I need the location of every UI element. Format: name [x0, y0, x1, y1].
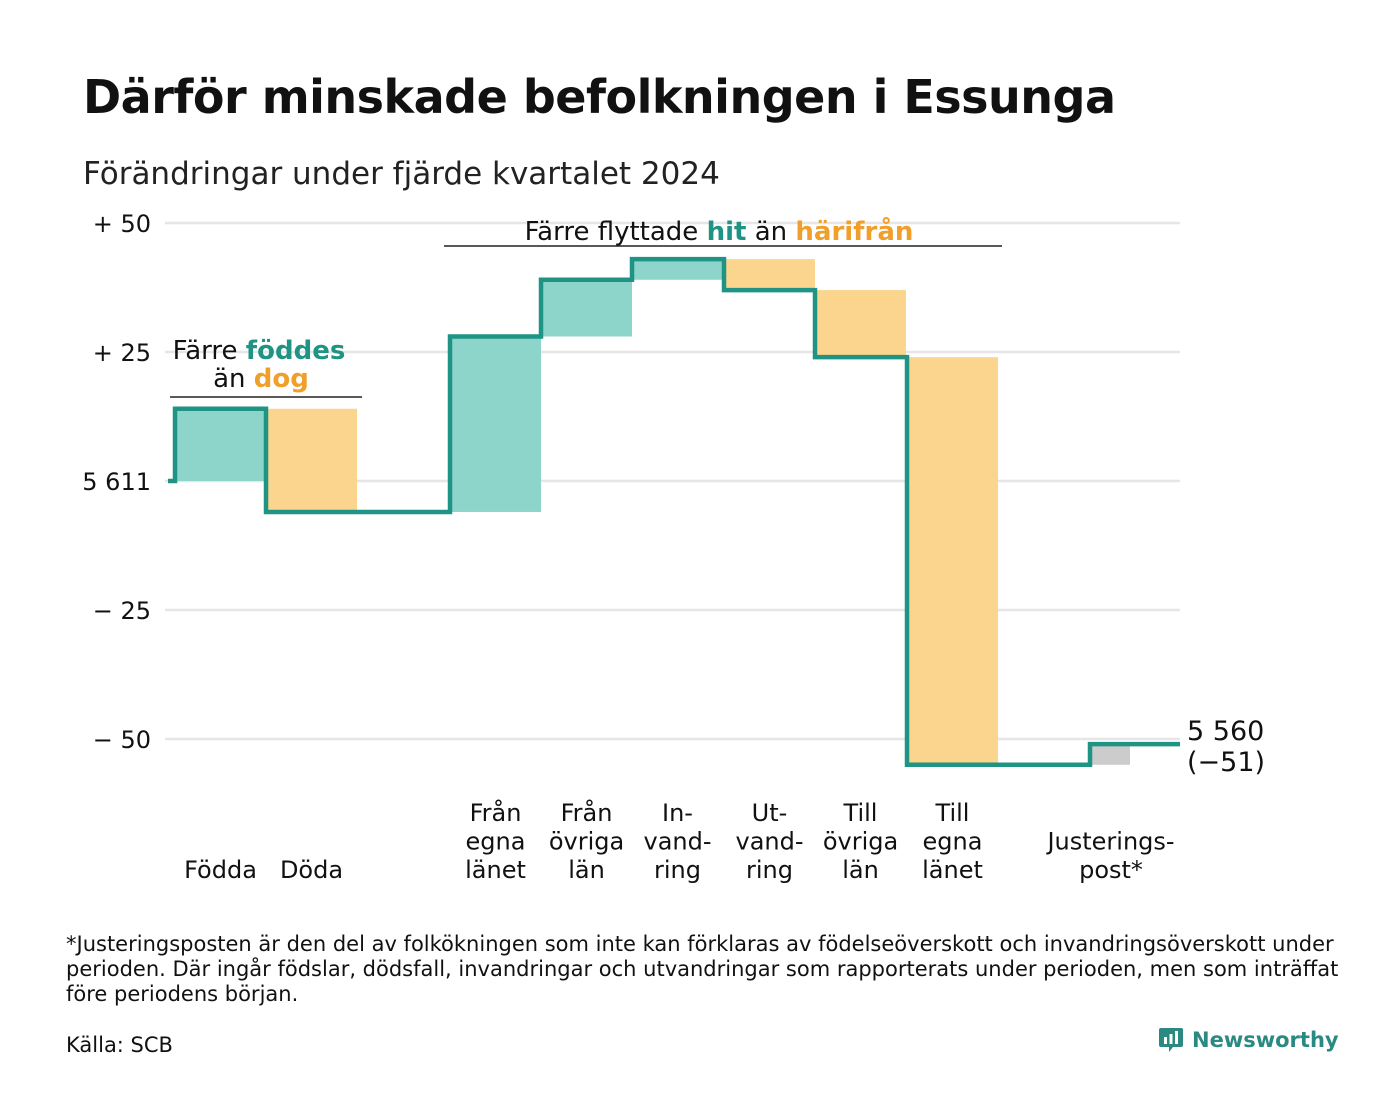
cumulative-line — [168, 256, 1180, 768]
x-category-label: vand- — [643, 828, 711, 856]
annotation-segment: Färre flyttade — [525, 217, 707, 247]
x-category-label: In- — [662, 799, 693, 827]
source-note: Källa: SCB — [66, 1033, 173, 1057]
x-category-label: län — [568, 856, 605, 884]
waterfall-bar — [907, 357, 998, 765]
brand: Newsworthy — [1158, 1026, 1339, 1054]
x-category-label: Justerings- — [1045, 828, 1174, 856]
x-category-label: länet — [922, 856, 983, 884]
end-value-label: 5 560 — [1187, 716, 1264, 747]
x-category-label: Från — [561, 798, 613, 827]
annotation-segment: föddes — [246, 336, 346, 366]
annotation-segment: härifrån — [795, 215, 913, 247]
waterfall-bar — [541, 279, 632, 337]
annotation-segment: än — [213, 364, 254, 394]
chart-title: Därför minskade befolkningen i Essunga — [83, 70, 1116, 124]
x-category-label: Födda — [184, 856, 257, 884]
x-category-label: Döda — [280, 856, 343, 884]
waterfall-bar — [815, 290, 906, 358]
y-tick-label: − 50 — [93, 726, 151, 754]
annotation-segment: Färre — [173, 336, 246, 366]
newsworthy-logo-icon — [1159, 1028, 1183, 1052]
x-category-label: ring — [746, 856, 793, 884]
waterfall-bar — [175, 408, 266, 481]
x-category-label: Till — [843, 799, 878, 827]
annotation-segment: hit — [707, 217, 747, 247]
annotation-text: Färre föddes — [173, 336, 346, 366]
x-category-label: egna — [923, 828, 983, 856]
x-category-label: vand- — [735, 828, 803, 856]
waterfall-bar — [1090, 744, 1130, 765]
footnote: *Justeringsposten är den del av folkökni… — [66, 932, 1339, 1006]
x-category-label: Ut- — [752, 799, 788, 827]
waterfall-bar — [724, 259, 815, 291]
x-category-label: Från — [470, 798, 522, 827]
x-category-label: ring — [654, 856, 701, 884]
x-category-label: post* — [1079, 856, 1143, 884]
annotation-segment: dog — [254, 364, 309, 394]
annotation-text: än dog — [213, 364, 309, 394]
waterfall-bar — [266, 408, 357, 512]
chart-subtitle: Förändringar under fjärde kvartalet 2024 — [83, 156, 720, 192]
annotation-segment: än — [746, 217, 795, 247]
x-category-label: övriga — [549, 828, 624, 856]
waterfall-bar — [632, 259, 723, 280]
x-category-label: Till — [935, 799, 970, 827]
x-category-label: län — [842, 856, 879, 884]
x-category-label: länet — [465, 856, 526, 884]
x-category-label: egna — [466, 828, 526, 856]
y-tick-label: − 25 — [93, 597, 151, 625]
brand-name: Newsworthy — [1192, 1028, 1339, 1052]
x-category-label: övriga — [823, 828, 898, 856]
y-tick-label: + 50 — [93, 210, 151, 238]
y-tick-label: 5 611 — [82, 468, 151, 496]
y-tick-label: + 25 — [93, 339, 151, 367]
annotation-text: Färre flyttade hit än härifrån — [525, 215, 914, 247]
end-change-label: (−51) — [1187, 747, 1265, 778]
waterfall-bar — [450, 336, 541, 512]
